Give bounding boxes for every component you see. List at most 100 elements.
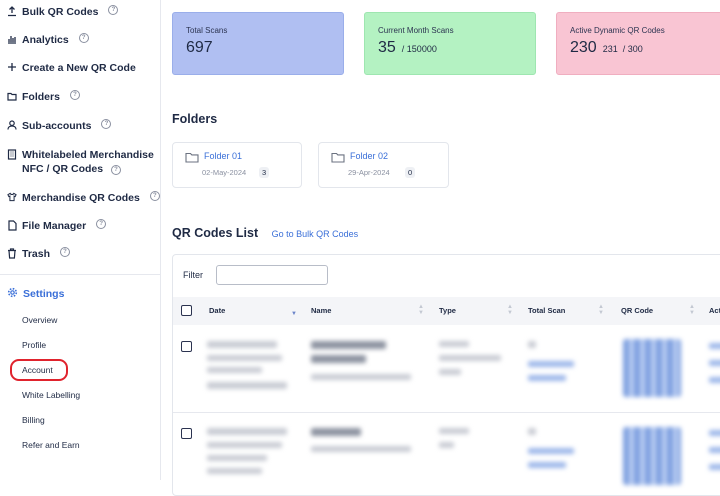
- blurred-scan-count: [528, 341, 536, 348]
- column-header-actions: Act: [709, 306, 720, 315]
- blurred-type: [439, 355, 501, 361]
- sidebar: Bulk QR Codes ? Analytics ? Create a New…: [0, 0, 161, 480]
- folder-icon: [185, 150, 199, 168]
- column-header-qr-code: QR Code: [621, 306, 654, 315]
- blurred-scan-count: [528, 428, 536, 435]
- settings-item-profile[interactable]: Profile: [22, 340, 47, 350]
- file-icon: [7, 219, 17, 231]
- filter-label: Filter: [183, 270, 203, 280]
- upload-icon: [7, 5, 17, 17]
- sort-icon[interactable]: ▲ ▼: [507, 304, 513, 316]
- help-icon[interactable]: ?: [96, 219, 107, 229]
- sidebar-item-sub-accounts[interactable]: Sub-accounts ?: [7, 119, 112, 133]
- gear-icon: [7, 287, 18, 301]
- row-checkbox[interactable]: [181, 428, 192, 439]
- blurred-link[interactable]: [528, 375, 566, 381]
- qr-code-thumbnail[interactable]: [623, 427, 681, 485]
- folder-card-folder-02[interactable]: Folder 02 29-Apr-2024 0: [318, 142, 449, 188]
- sidebar-item-file-manager[interactable]: File Manager ?: [7, 219, 107, 233]
- folder-date: 29-Apr-2024: [348, 168, 390, 177]
- column-header-type[interactable]: Type: [439, 306, 456, 315]
- folder-name[interactable]: Folder 02: [350, 151, 389, 161]
- sidebar-item-bulk-qr-codes[interactable]: Bulk QR Codes ?: [7, 5, 119, 19]
- blurred-type: [439, 341, 469, 347]
- sidebar-item-create-qr[interactable]: Create a New QR Code: [7, 61, 136, 75]
- stat-card-current-month-scans: Current Month Scans 35/ 150000: [364, 12, 536, 75]
- help-icon[interactable]: ?: [111, 165, 122, 175]
- blurred-date: [207, 428, 287, 435]
- folder-count-badge: 3: [259, 167, 270, 178]
- stat-value: 35/ 150000: [378, 39, 437, 56]
- sidebar-item-label: Folders: [22, 91, 60, 103]
- qr-codes-table: Filter Date ▼ Name ▲ ▼ Type ▲ ▼ Total Scan…: [172, 254, 720, 496]
- help-icon[interactable]: ?: [69, 90, 80, 100]
- sort-desc-icon[interactable]: ▼: [291, 311, 297, 317]
- sidebar-divider: [0, 274, 160, 275]
- blurred-link[interactable]: [528, 361, 574, 367]
- blurred-link[interactable]: [528, 462, 566, 468]
- blurred-action[interactable]: [709, 464, 720, 470]
- folder-name[interactable]: Folder 01: [204, 151, 243, 161]
- settings-item-overview[interactable]: Overview: [22, 315, 58, 325]
- blurred-type: [439, 442, 454, 448]
- blurred-link[interactable]: [528, 448, 574, 454]
- blurred-url: [311, 446, 411, 452]
- sidebar-item-whitelabeled-merchandise[interactable]: Whitelabeled Merchandise NFC / QR Codes …: [7, 148, 154, 176]
- settings-item-account[interactable]: Account: [22, 365, 53, 375]
- sidebar-item-label: Trash: [22, 248, 51, 260]
- blurred-action[interactable]: [709, 447, 720, 453]
- account-highlight-outline: [10, 359, 68, 381]
- settings-item-white-labelling[interactable]: White Labelling: [22, 390, 81, 400]
- sort-icon[interactable]: ▲ ▼: [418, 304, 424, 316]
- row-checkbox[interactable]: [181, 341, 192, 352]
- qr-code-thumbnail[interactable]: [623, 339, 681, 397]
- sidebar-item-merchandise-qr-codes[interactable]: Merchandise QR Codes ?: [7, 191, 160, 205]
- column-header-total-scan[interactable]: Total Scan: [528, 306, 566, 315]
- settings-item-billing[interactable]: Billing: [22, 415, 45, 425]
- blurred-name: [311, 341, 386, 349]
- sort-icon[interactable]: ▲ ▼: [598, 304, 604, 316]
- sidebar-item-folders[interactable]: Folders ?: [7, 90, 80, 104]
- sidebar-item-label: Sub-accounts: [22, 120, 92, 132]
- settings-item-refer-and-earn[interactable]: Refer and Earn: [22, 440, 80, 450]
- bar-chart-icon: [7, 33, 17, 45]
- help-icon[interactable]: ?: [108, 5, 119, 15]
- blurred-type: [439, 369, 461, 375]
- folder-count-badge: 0: [405, 167, 416, 178]
- help-icon[interactable]: ?: [149, 191, 160, 201]
- help-icon[interactable]: ?: [101, 119, 112, 129]
- user-icon: [7, 119, 17, 131]
- blurred-action[interactable]: [709, 360, 720, 366]
- folder-icon: [331, 150, 345, 168]
- stat-sub: / 150000: [401, 44, 437, 54]
- column-header-name[interactable]: Name: [311, 306, 332, 315]
- folder-card-folder-01[interactable]: Folder 01 02-May-2024 3: [172, 142, 302, 188]
- go-to-bulk-qr-link[interactable]: Go to Bulk QR Codes: [271, 229, 359, 239]
- stat-label: Total Scans: [186, 26, 228, 35]
- column-header-date[interactable]: Date: [209, 306, 226, 315]
- sidebar-item-settings[interactable]: Settings: [7, 287, 64, 301]
- blurred-action[interactable]: [709, 377, 720, 383]
- folder-date: 02-May-2024: [202, 168, 247, 177]
- select-all-checkbox[interactable]: [181, 305, 192, 316]
- sidebar-item-analytics[interactable]: Analytics ?: [7, 33, 89, 47]
- stat-label: Current Month Scans: [378, 26, 454, 35]
- filter-input[interactable]: [216, 265, 328, 285]
- blurred-text: [207, 442, 282, 448]
- blurred-action[interactable]: [709, 343, 720, 349]
- sidebar-item-label: File Manager: [22, 220, 87, 232]
- sidebar-item-trash[interactable]: Trash ?: [7, 247, 71, 261]
- sidebar-item-label: Analytics: [22, 34, 69, 46]
- blurred-date: [207, 341, 277, 348]
- blurred-url: [311, 374, 411, 380]
- folder-icon: [7, 90, 17, 102]
- blurred-status: [207, 468, 262, 474]
- stat-card-total-scans: Total Scans 697: [172, 12, 344, 75]
- help-icon[interactable]: ?: [78, 33, 89, 43]
- sort-icon[interactable]: ▲ ▼: [689, 304, 695, 316]
- blurred-action[interactable]: [709, 430, 720, 436]
- blurred-text: [207, 455, 267, 461]
- sidebar-item-label: Merchandise QR Codes: [22, 192, 140, 204]
- help-icon[interactable]: ?: [60, 247, 71, 257]
- sidebar-item-label: Bulk QR Codes: [22, 6, 99, 18]
